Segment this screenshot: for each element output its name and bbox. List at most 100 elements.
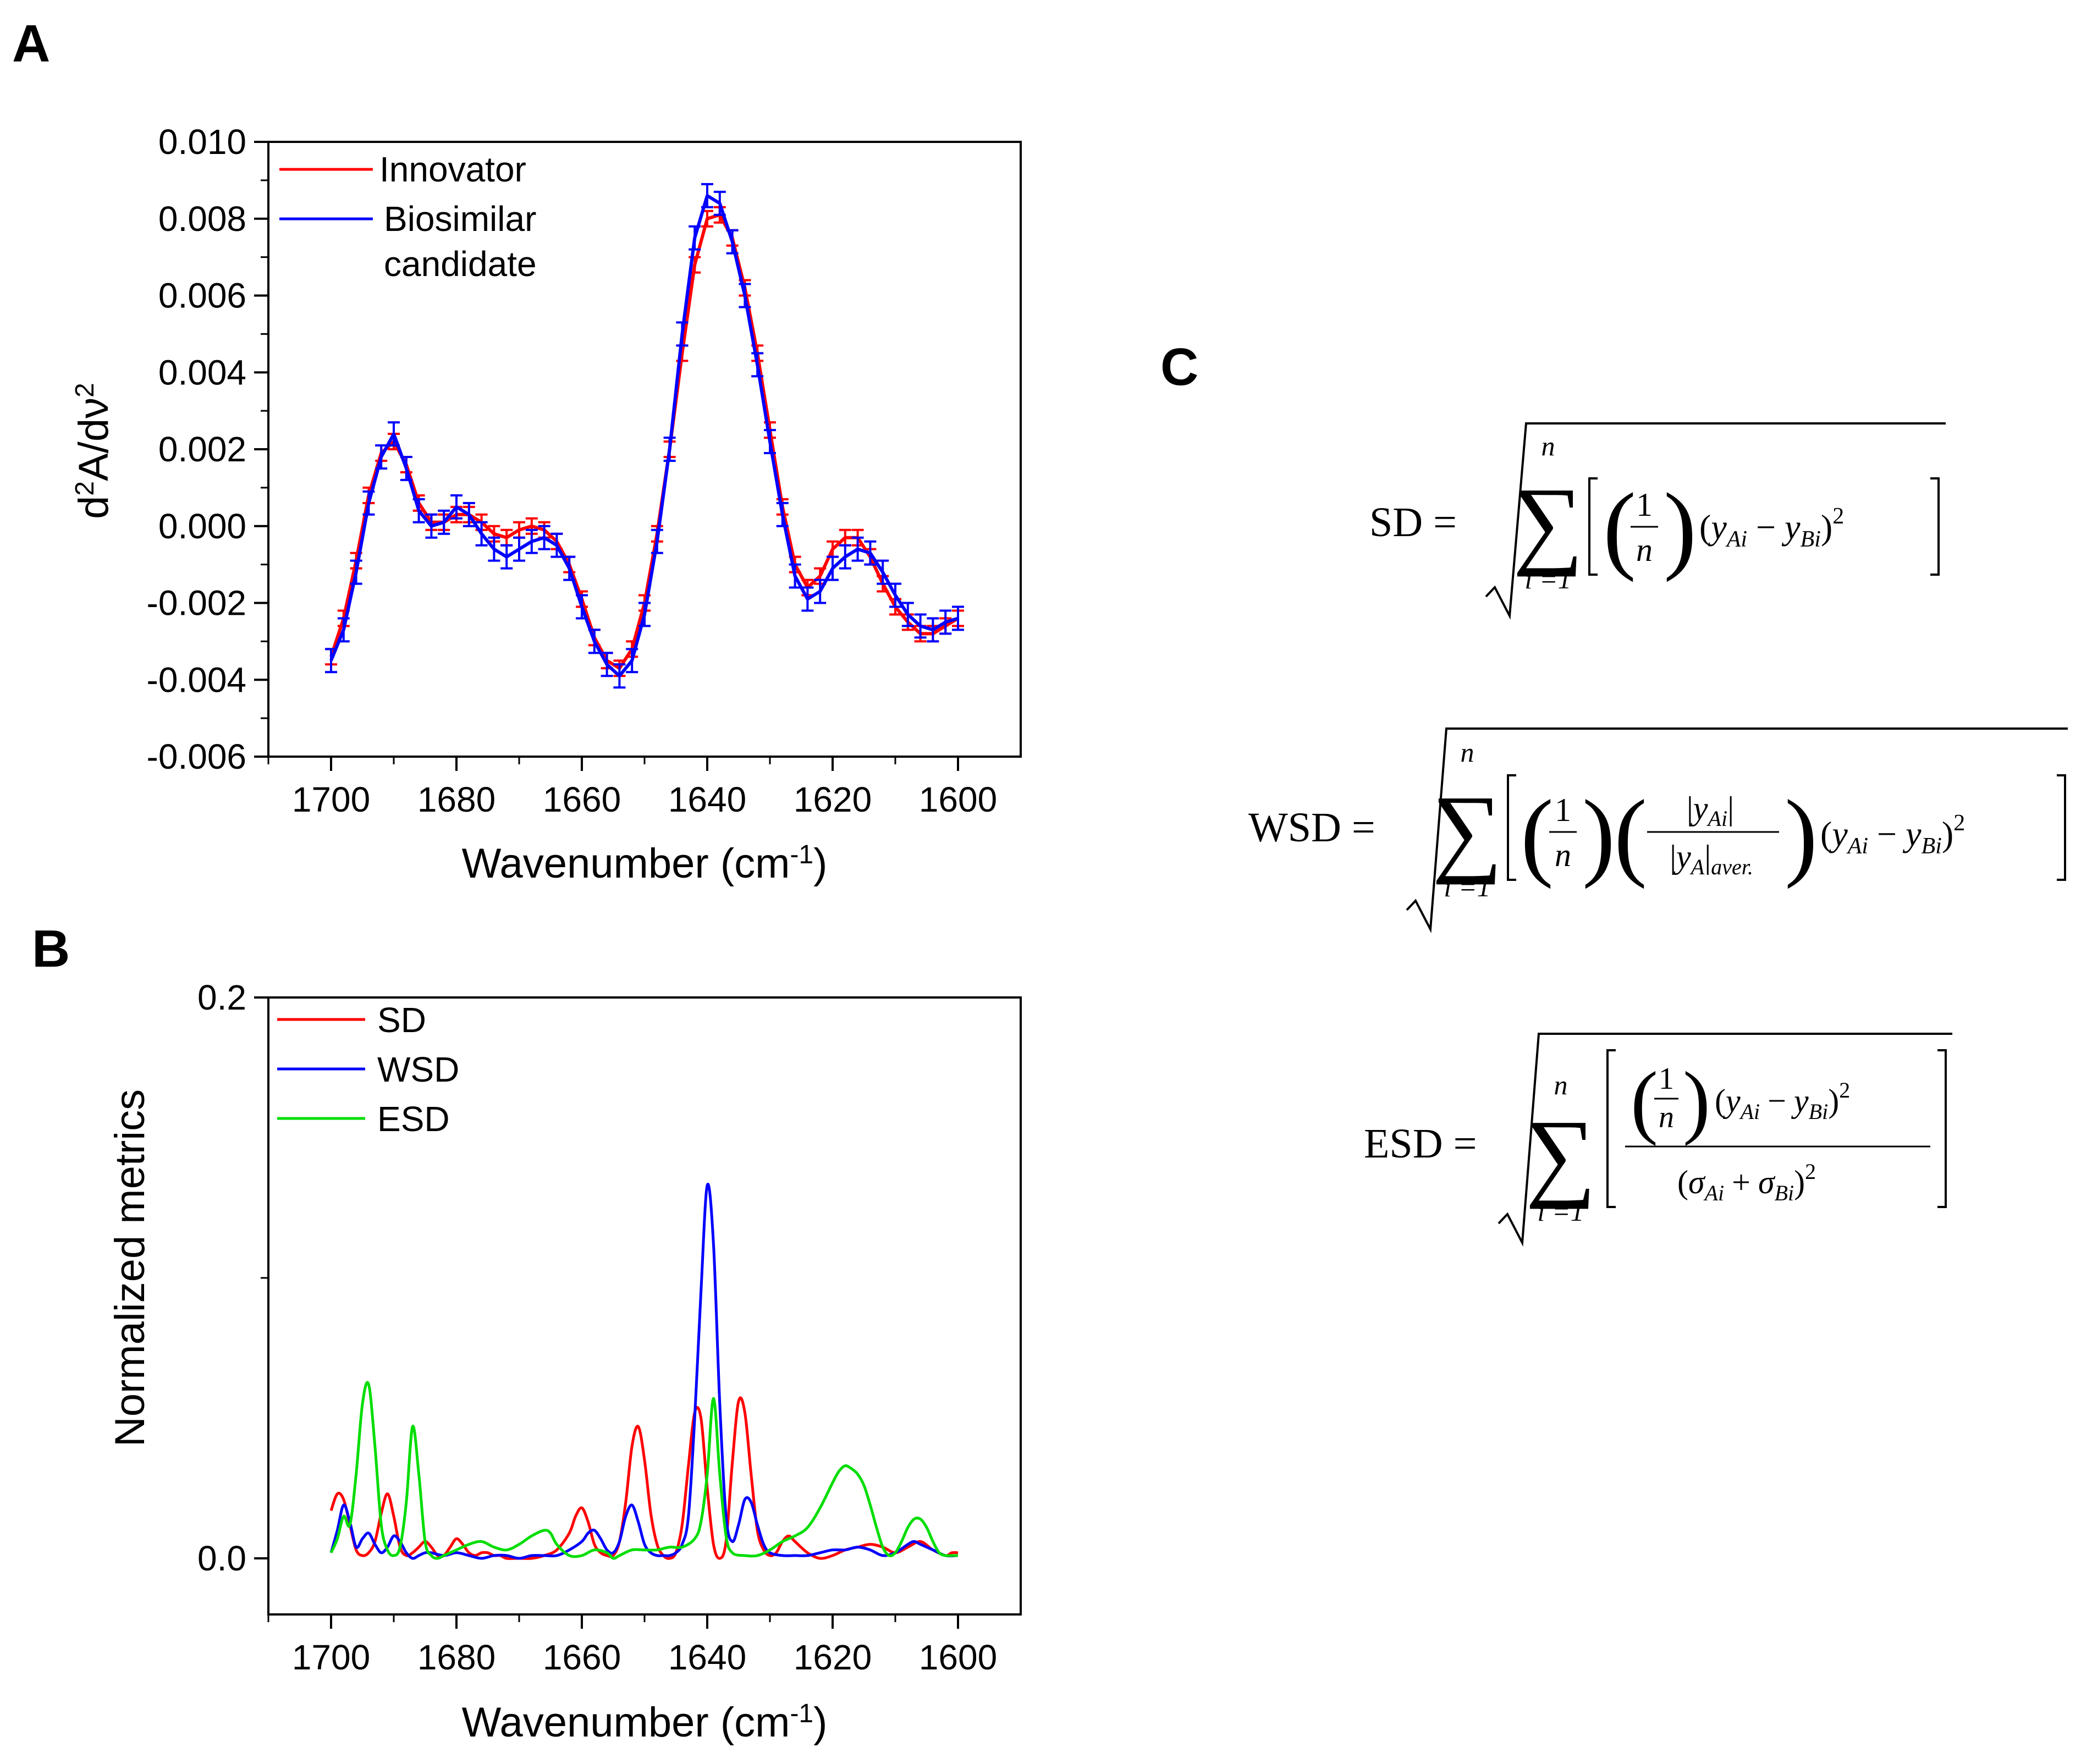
esd-left-bracket	[1606, 1049, 1616, 1208]
series-biosimilar-errorbar	[801, 586, 814, 612]
sd-sum-sign: ∑	[1513, 467, 1583, 577]
esd-left-paren: (	[1631, 1055, 1658, 1146]
series-biosimilar-errorbar	[513, 536, 525, 562]
panel-letter-a: A	[12, 14, 50, 73]
series-biosimilar-errorbar	[450, 494, 463, 520]
series-biosimilar-errorbar	[739, 283, 751, 308]
esd-sum-sign: ∑	[1526, 1100, 1596, 1209]
series-sd-line	[329, 1396, 959, 1560]
chart-a-xtick-label: 1600	[919, 780, 997, 819]
chart-a-legend: Innovator Biosimilar candidate	[279, 150, 537, 284]
legend-biosimilar-label-line2: candidate	[384, 244, 537, 284]
esd-equation: ESD = n ∑ i =1 ( 1 n ) (yAi − yBi)2 (σAi + σ…	[1364, 1033, 1952, 1247]
esd-frac-one: 1	[1659, 1062, 1674, 1096]
chart-b-series	[329, 1183, 959, 1560]
chart-a-ytick-label: -0.006	[147, 737, 246, 776]
chart-b-legend: SD WSD ESD	[277, 1000, 459, 1139]
sd-sum-top: n	[1542, 431, 1555, 461]
esd-label: ESD =	[1364, 1121, 1477, 1167]
wsd-frac-n: n	[1555, 837, 1571, 873]
esd-frac-n: n	[1659, 1100, 1674, 1134]
chart-b-xtick-label: 1680	[417, 1638, 496, 1677]
sd-frac-n: n	[1636, 532, 1653, 568]
panel-letter-b: B	[32, 919, 70, 978]
series-biosimilar-errorbar	[952, 605, 964, 631]
legend-esd-label: ESD	[377, 1099, 450, 1139]
sd-right-paren: )	[1664, 473, 1697, 582]
wsd-frac-one: 1	[1555, 792, 1571, 828]
series-biosimilar-errorbar	[626, 648, 638, 674]
wsd-equation: WSD = n ∑ i =1 ( 1 n ) ( |yAi| |yA|aver.…	[1248, 727, 2068, 934]
chart-a-xtick-label: 1620	[794, 780, 872, 819]
wsd-sum-sign: ∑	[1432, 775, 1502, 885]
legend-innovator-label: Innovator	[379, 150, 526, 189]
wsd-abs-denominator: |yA|aver.	[1670, 839, 1753, 879]
series-biosimilar-errorbar	[375, 444, 388, 470]
sd-sum-bottom: i =1	[1524, 564, 1571, 594]
esd-sum-top: n	[1554, 1070, 1568, 1100]
series-biosimilar-errorbar	[814, 578, 827, 604]
chart-a-ytick-label: 0.008	[158, 199, 246, 239]
sd-left-paren: (	[1603, 473, 1636, 582]
chart-b-xtick-label: 1600	[919, 1638, 997, 1677]
series-biosimilar-errorbar	[764, 429, 776, 454]
esd-sum-bottom: i =1	[1537, 1196, 1584, 1227]
series-biosimilar-errorbar	[325, 648, 337, 674]
chart-b-xtick-label: 1660	[543, 1638, 621, 1677]
chart-b-xtick-label: 1700	[292, 1638, 370, 1677]
legend-biosimilar-label: Biosimilar	[384, 199, 536, 239]
series-biosimilar-errorbar	[337, 617, 350, 643]
sd-label: SD =	[1369, 499, 1457, 545]
esd-diff: (yAi − yBi)2	[1715, 1078, 1850, 1124]
chart-b-xtick-label: 1620	[794, 1638, 872, 1677]
series-biosimilar-errorbar	[425, 513, 438, 539]
chart-a-ytick-label: 0.010	[158, 122, 246, 162]
wsd-sqrt-sign	[1406, 727, 2068, 934]
esd-denominator: (σAi + σBi)2	[1677, 1159, 1816, 1205]
wsd-left-bracket	[1507, 774, 1516, 881]
series-biosimilar-errorbar	[412, 498, 425, 523]
chart-a-series	[325, 183, 964, 689]
series-biosimilar-errorbar	[563, 555, 576, 581]
series-biosimilar-errorbar	[576, 594, 588, 620]
series-biosimilar-errorbar	[601, 652, 613, 677]
series-biosimilar-errorbar	[901, 602, 914, 627]
series-biosimilar-errorbar	[550, 532, 563, 558]
chart-a-xtick-label: 1640	[668, 780, 746, 819]
chart-b: 1700 1680 1660 1640 1620 1600 0.0 0.2 Normalize…	[107, 978, 1022, 1746]
esd-right-paren: )	[1683, 1055, 1710, 1146]
series-biosimilar-errorbar	[525, 528, 538, 554]
wsd-right-paren: )	[1582, 780, 1615, 889]
chart-a-ytick-label: 0.002	[158, 429, 246, 469]
series-biosimilar-errorbar	[726, 229, 739, 255]
chart-b-xlabel: Wavenumber (cm-1)	[462, 1699, 828, 1746]
wsd-diff: (yAi − yBi)2	[1820, 811, 1965, 859]
series-biosimilar-errorbar	[864, 540, 877, 566]
series-biosimilar-errorbar	[676, 321, 689, 347]
esd-sqrt-sign	[1498, 1033, 1952, 1247]
chart-a-ytick-label: 0.006	[158, 276, 246, 316]
wsd-left-paren-2: (	[1614, 780, 1647, 889]
sd-sqrt-sign	[1485, 422, 1946, 620]
series-biosimilar-errorbar	[663, 437, 676, 462]
series-biosimilar-errorbar	[350, 559, 362, 585]
legend-wsd-label: WSD	[377, 1050, 459, 1089]
series-biosimilar-errorbar	[927, 617, 939, 643]
esd-right-bracket	[1937, 1049, 1947, 1208]
series-biosimilar-errorbar	[689, 225, 701, 251]
wsd-left-paren: (	[1521, 780, 1554, 889]
chart-a-xtick-label: 1680	[417, 780, 496, 819]
chart-b-ytick-label: 0.2	[197, 978, 246, 1017]
equations-panel: SD = n ∑ i =1 ( 1 n ) (yAi − yBi)2 WSD = n…	[1248, 422, 2068, 1247]
series-biosimilar-errorbar	[362, 490, 375, 516]
series-biosimilar-errorbar	[939, 609, 952, 635]
wsd-sum-bottom: i =1	[1444, 872, 1490, 902]
wsd-label: WSD =	[1248, 804, 1375, 851]
chart-a-ytick-label: -0.004	[147, 660, 246, 699]
series-biosimilar-errorbar	[839, 544, 851, 570]
chart-a-ticks: 1700 1680 1660 1640 1620 1600 -0.006 -0.004 -0.0…	[147, 122, 998, 819]
series-biosimilar-errorbar	[651, 528, 663, 554]
wsd-abs-numerator: |yAi|	[1687, 790, 1734, 831]
chart-a-xlabel: Wavenumber (cm-1)	[462, 840, 828, 887]
wsd-sum-top: n	[1461, 737, 1474, 768]
